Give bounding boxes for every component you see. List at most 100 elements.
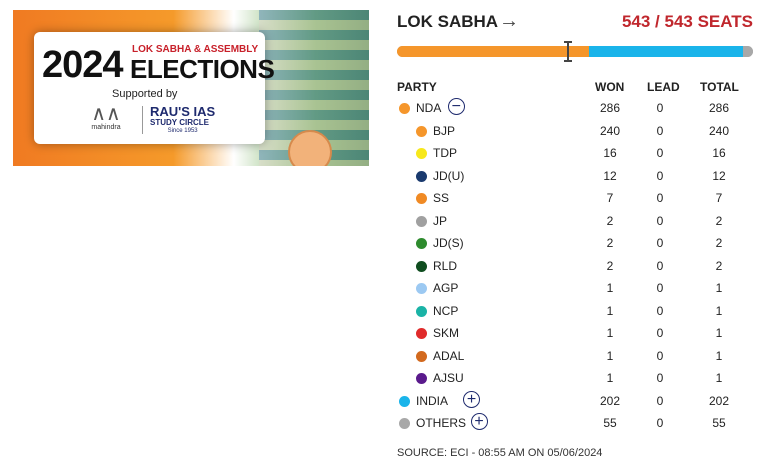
party-total-value: 1 xyxy=(715,371,723,385)
party-row-bjp: BJP 240 0 240 xyxy=(397,121,755,143)
party-won-value: 1 xyxy=(606,303,614,318)
party-color-dot xyxy=(416,305,427,317)
party-lead-value: 0 xyxy=(656,101,664,115)
party-won-value: 1 xyxy=(606,326,614,340)
party-row-adal: ADAL 1 0 1 xyxy=(397,346,755,368)
bar-segment-india xyxy=(589,46,743,57)
expand-icon[interactable]: + xyxy=(470,413,488,430)
party-lead-value: 0 xyxy=(656,191,664,205)
party-lead-value: 0 xyxy=(656,348,664,363)
party-name: RLD xyxy=(433,258,458,273)
party-color-dot xyxy=(416,238,427,249)
party-won-value: 240 xyxy=(599,123,621,138)
party-name: JD(U) xyxy=(433,168,465,183)
mahindra-mark-icon: ∧∧ xyxy=(91,103,121,125)
party-name: JD(S) xyxy=(433,236,464,250)
voting-finger-illustration xyxy=(288,130,332,166)
party-name: TDP xyxy=(433,146,457,160)
party-lead-value: 0 xyxy=(656,303,664,318)
party-lead-value: 0 xyxy=(656,213,664,228)
banner-subtitle: LOK SABHA & ASSEMBLY xyxy=(132,44,259,55)
party-total-value: 1 xyxy=(715,303,723,318)
party-name: ADAL xyxy=(433,348,465,363)
party-color-dot xyxy=(399,103,410,114)
party-name: SS xyxy=(433,191,450,205)
party-row-ajsu: AJSU 1 0 1 xyxy=(397,368,755,390)
party-color-dot xyxy=(416,350,427,362)
party-name: AGP xyxy=(433,281,459,295)
party-row-nda[interactable]: NDA − 286 0 286 xyxy=(397,98,755,120)
party-lead-value: 0 xyxy=(656,168,664,183)
party-lead-value: 0 xyxy=(656,236,664,250)
party-color-dot xyxy=(399,395,410,407)
party-color-dot xyxy=(416,148,427,159)
party-won-value: 202 xyxy=(599,393,621,408)
party-name: AJSU xyxy=(433,371,464,385)
party-name: NCP xyxy=(433,303,459,318)
party-total-value: 2 xyxy=(715,213,723,228)
party-total-value: 2 xyxy=(715,236,723,250)
raus-ias-logo: RAU'S IAS STUDY CIRCLE Since 1953 xyxy=(150,104,216,134)
party-total-value: 7 xyxy=(715,191,723,205)
party-lead-value: 0 xyxy=(656,123,664,138)
party-lead-value: 0 xyxy=(656,393,664,408)
party-lead-value: 0 xyxy=(656,416,664,430)
party-total-value: 16 xyxy=(712,146,726,160)
elections-banner[interactable]: 2024 LOK SABHA & ASSEMBLY ELECTIONS Supp… xyxy=(13,10,369,166)
party-total-value: 1 xyxy=(715,326,723,340)
party-won-value: 55 xyxy=(603,416,617,430)
source-note: SOURCE: ECI - 08:55 AM ON 05/06/2024 xyxy=(397,447,603,459)
party-row-skm: SKM 1 0 1 xyxy=(397,323,755,345)
party-row-rld: RLD 2 0 2 xyxy=(397,256,755,278)
col-won-header: WON xyxy=(595,80,625,94)
party-color-dot xyxy=(416,193,427,204)
party-total-value: 55 xyxy=(712,416,726,430)
party-lead-value: 0 xyxy=(656,326,664,340)
party-color-dot xyxy=(416,260,427,272)
party-total-value: 1 xyxy=(715,281,723,295)
party-row-india[interactable]: INDIA +202 0 202 xyxy=(397,390,755,413)
party-color-dot xyxy=(416,215,427,227)
party-color-dot xyxy=(416,170,427,182)
party-won-value: 16 xyxy=(603,146,617,160)
party-color-dot xyxy=(416,373,427,384)
party-total-value: 12 xyxy=(712,168,726,183)
party-name: SKM xyxy=(433,326,460,340)
party-total-value: 286 xyxy=(708,101,730,115)
lok-sabha-title[interactable]: LOK SABHA xyxy=(397,12,499,31)
col-total-header: TOTAL xyxy=(700,80,739,94)
seat-share-bar xyxy=(397,46,753,57)
party-won-value: 2 xyxy=(606,258,614,273)
party-won-value: 7 xyxy=(606,191,614,205)
party-name: OTHERS xyxy=(416,416,467,430)
party-total-value: 1 xyxy=(715,348,723,363)
collapse-icon[interactable]: − xyxy=(447,98,465,115)
party-color-dot xyxy=(416,125,427,137)
party-row-agp: AGP 1 0 1 xyxy=(397,278,755,300)
mahindra-logo: ∧∧ mahindra xyxy=(86,104,126,134)
expand-icon[interactable]: + xyxy=(463,390,480,408)
party-won-value: 1 xyxy=(606,371,614,385)
results-panel: LOK SABHA → 543 / 543 SEATS PARTY WON LE… xyxy=(397,0,755,474)
party-won-value: 286 xyxy=(599,101,621,115)
bar-segment-nda xyxy=(397,46,590,57)
party-row-others[interactable]: OTHERS +55 0 55 xyxy=(397,413,755,435)
party-name: JP xyxy=(433,213,448,228)
arrow-right-icon[interactable]: → xyxy=(499,10,519,32)
party-won-value: 12 xyxy=(603,168,617,183)
party-row-jp: JP 2 0 2 xyxy=(397,211,755,233)
party-color-dot xyxy=(399,418,410,429)
party-lead-value: 0 xyxy=(656,371,664,385)
party-row-ncp: NCP 1 0 1 xyxy=(397,301,755,323)
supported-by-label: Supported by xyxy=(112,88,178,100)
party-name: INDIA xyxy=(416,393,449,408)
party-total-value: 240 xyxy=(708,123,730,138)
party-lead-value: 0 xyxy=(656,281,664,295)
party-won-value: 1 xyxy=(606,348,614,363)
party-won-value: 1 xyxy=(606,281,614,295)
bar-segment-others xyxy=(742,46,753,57)
col-party-header: PARTY xyxy=(397,80,437,94)
party-row-jds: JD(S) 2 0 2 xyxy=(397,233,755,255)
party-row-jdu: JD(U) 12 0 12 xyxy=(397,166,755,188)
banner-title: ELECTIONS xyxy=(130,54,275,84)
